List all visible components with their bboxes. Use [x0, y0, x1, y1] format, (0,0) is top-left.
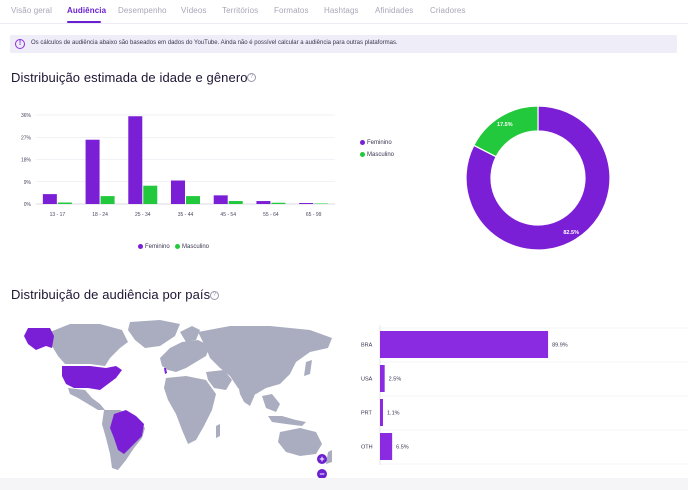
gender-donut-chart: 82.5% 17.5% — [465, 105, 611, 251]
tab-hashtags[interactable]: Hashtags — [324, 6, 359, 15]
legend-dot-masculino — [175, 244, 180, 249]
legend-label: Masculino — [182, 244, 210, 251]
map-madagascar — [216, 424, 220, 438]
map-indonesia — [268, 416, 306, 426]
x-tick-label: 55 - 64 — [263, 212, 279, 218]
tab-visao-geral[interactable]: Visão geral — [11, 6, 52, 15]
bar-feminino — [42, 194, 57, 204]
country-label: OTH — [361, 445, 373, 451]
donut-legend-masculino[interactable]: Masculino — [360, 152, 394, 158]
map-asia — [198, 326, 332, 396]
y-tick-label: 9% — [24, 180, 32, 186]
legend-masculino[interactable]: Masculino — [175, 244, 209, 250]
age-gender-bar-chart: 0% 9% 18% 27% 36% 13 - 17 18 - 24 25 - 34 35 - 4… — [21, 113, 335, 218]
map-middle-east — [206, 370, 232, 390]
country-bar — [380, 399, 383, 426]
bar-feminino — [171, 180, 185, 204]
bar-masculino — [143, 185, 158, 204]
map-canada — [50, 324, 128, 366]
country-bar — [380, 365, 385, 392]
donut-slice-masculino — [473, 105, 539, 158]
map-alaska — [24, 328, 54, 350]
donut-label: 82.5% — [563, 230, 579, 236]
x-tick-label: 13 - 17 — [50, 212, 66, 218]
legend-label: Masculino — [367, 152, 395, 159]
y-tick-label: 36% — [21, 113, 32, 119]
bar-masculino — [57, 202, 72, 204]
legend-feminino[interactable]: Feminino — [138, 244, 170, 250]
x-tick-label: 45 - 54 — [220, 212, 236, 218]
map-india — [238, 382, 256, 406]
x-tick-label: 35 - 44 — [178, 212, 194, 218]
country-bar — [380, 433, 393, 460]
map-mexico — [68, 388, 105, 410]
tab-territorios[interactable]: Territórios — [222, 6, 259, 15]
country-label: PRT — [361, 411, 373, 417]
bar-feminino — [213, 195, 228, 204]
bar-feminino — [128, 116, 143, 204]
legend-dot-feminino — [360, 140, 365, 145]
map-scandinavia — [180, 326, 200, 342]
question-circle-icon[interactable]: ? — [210, 291, 219, 300]
legend-label: Feminino — [367, 140, 392, 147]
x-tick-label: 18 - 24 — [92, 212, 108, 218]
map-australia — [278, 428, 322, 456]
bar-masculino — [228, 201, 243, 204]
bar-masculino — [100, 196, 115, 204]
legend-dot-feminino — [138, 244, 143, 249]
country-value-label: 2.5% — [389, 377, 402, 383]
country-bar-chart: BRA 89.9% USA 2.5% PRT 1.1% OTH 6.5% — [361, 325, 688, 465]
x-tick-label: 25 - 34 — [135, 212, 151, 218]
legend-label: Feminino — [145, 244, 170, 251]
bottom-strip — [0, 478, 688, 490]
map-portugal — [164, 368, 167, 374]
tab-criadores[interactable]: Criadores — [430, 6, 466, 15]
country-bar — [380, 331, 549, 358]
country-title: Distribuição de audiência por país — [11, 287, 211, 302]
bar-feminino — [85, 139, 100, 204]
tab-audiencia[interactable]: Audiência — [67, 6, 107, 15]
map-europe — [160, 340, 210, 372]
x-tick-label: 65 - 99 — [306, 212, 322, 218]
country-label: BRA — [361, 343, 373, 349]
map-brazil — [110, 410, 144, 454]
age-gender-title: Distribuição estimada de idade e gênero — [11, 70, 248, 85]
tab-videos[interactable]: Vídeos — [181, 6, 207, 15]
donut-slice-feminino — [465, 105, 611, 251]
y-tick-label: 18% — [21, 158, 32, 164]
map-new-zealand — [326, 450, 332, 464]
bar-masculino — [186, 196, 200, 204]
map-greenland — [128, 320, 180, 348]
bar-feminino — [256, 201, 271, 204]
map-usa — [62, 366, 122, 390]
info-notice: ! Os cálculos de audiência abaixo são ba… — [10, 35, 677, 53]
notice-text: Os cálculos de audiência abaixo são base… — [31, 40, 398, 46]
question-circle-icon[interactable]: ? — [247, 73, 256, 82]
tab-bar: Visão geral Audiência Desempenho Vídeos … — [0, 0, 688, 24]
donut-label: 17.5% — [497, 122, 513, 128]
bar-feminino — [299, 203, 314, 204]
country-value-label: 6.5% — [396, 445, 409, 451]
tab-desempenho[interactable]: Desempenho — [118, 6, 167, 15]
legend-dot-masculino — [360, 152, 365, 157]
country-value-label: 1.1% — [387, 411, 400, 417]
map-africa — [164, 376, 216, 444]
y-tick-label: 0% — [24, 202, 32, 208]
map-southeast-asia — [262, 394, 280, 412]
zoom-in-button[interactable]: + — [317, 454, 327, 464]
world-map[interactable] — [10, 318, 342, 476]
country-value-label: 89.9% — [552, 343, 568, 349]
bar-masculino — [271, 202, 286, 204]
tab-afinidades[interactable]: Afinidades — [375, 6, 414, 15]
zoom-out-button[interactable]: − — [317, 469, 327, 479]
active-tab-indicator — [67, 21, 101, 23]
y-tick-label: 27% — [21, 135, 32, 141]
tab-formatos[interactable]: Formatos — [274, 6, 309, 15]
map-japan — [304, 360, 312, 376]
country-label: USA — [361, 377, 373, 383]
donut-legend-feminino[interactable]: Feminino — [360, 140, 392, 146]
info-icon: ! — [15, 39, 25, 49]
